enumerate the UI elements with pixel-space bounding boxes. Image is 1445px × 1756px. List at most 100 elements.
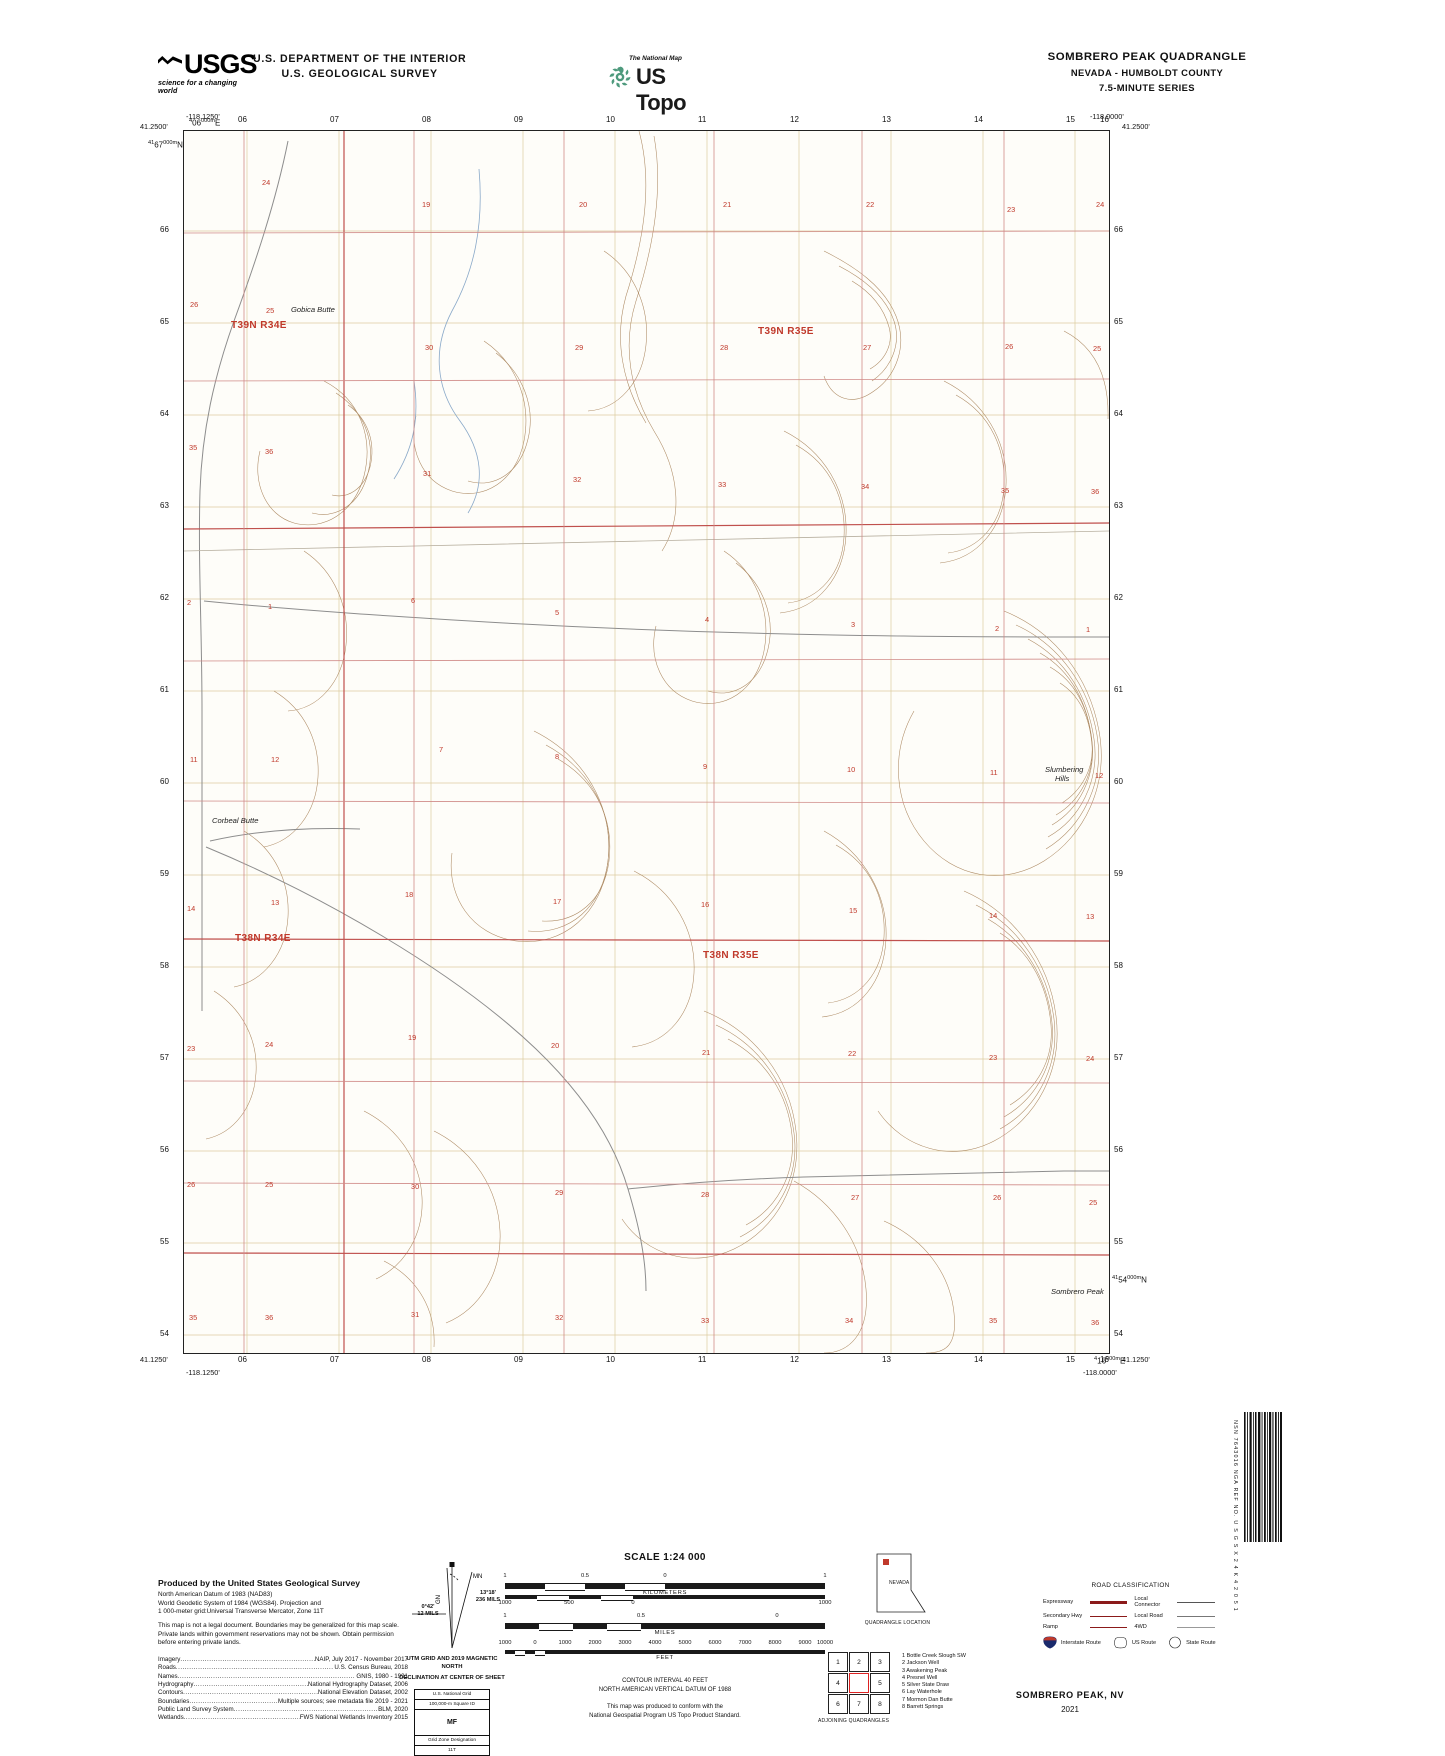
km-bar [505,1583,825,1591]
source-name: Wetlands [158,1714,184,1722]
declination-caption-2: DECLINATION AT CENTER OF SHEET [399,1675,505,1682]
miles-scalebar: 1 0.5 0 MILES [503,1613,825,1636]
adjoining-cell[interactable]: 5 [870,1673,890,1693]
source-dots: ........................................… [193,1681,307,1689]
barcode-text: NSN 7643016 NGA REF NO. U S G S X 2 4 K … [1232,1420,1238,1612]
usng-title: U.S. National Grid [415,1690,489,1700]
source-name: Roads [158,1664,176,1672]
national-map-label: The National Map [629,55,682,62]
road-class-sample-left [1089,1626,1128,1628]
adjoining-cell[interactable]: 7 [849,1694,869,1714]
credit-line-2: 1 000-meter grid:Universal Transverse Me… [158,1608,324,1616]
grid-label-left: 59 [160,869,169,878]
agency-title: U.S. DEPARTMENT OF THE INTERIOR U.S. GEO… [253,53,466,80]
adjoining-cell[interactable]: 3 [870,1652,890,1672]
source-name: Hydrography [158,1681,194,1689]
road-class-label-right: 4WD [1134,1624,1147,1630]
scale-tick-label: 0 [631,1600,635,1606]
grid-label-right: 63 [1114,501,1123,510]
road-class-sample-left [1089,1615,1128,1617]
credit-heading: Produced by the United States Geological… [158,1578,361,1588]
grid-label-top: 14 [974,115,983,124]
scale-tick-label: 9000 [798,1640,812,1646]
grid-label-left: 58 [160,961,169,970]
grid-label-bottom: 09 [514,1355,523,1364]
source-row: Wetlands................................… [158,1714,408,1722]
adjoining-name: 2 Jackson Well [902,1660,939,1667]
source-value: National Hydrography Dataset, 2006 [307,1681,408,1689]
mag-angle-degrees: 13°18' [479,1590,496,1596]
ft-bar [505,1650,825,1656]
nevada-state-outline: NEVADA [867,1550,929,1618]
road-class-row: Ramp 4WD [1043,1624,1218,1630]
corner-label-sw-lon: -118.1250' [186,1368,220,1377]
source-name: Names [158,1672,178,1680]
topographic-map-body[interactable] [183,130,1110,1354]
scale-tick-label: 10000 [816,1640,834,1646]
adjoining-cell[interactable]: 8 [870,1694,890,1714]
interstate-route-label: Interstate Route [1061,1639,1101,1646]
mi-bar [505,1623,825,1631]
adjoining-cell[interactable]: 1 [828,1652,848,1672]
grid-label-bottom: 13 [882,1355,891,1364]
grid-label-right: 59 [1114,869,1123,878]
grid-label-top: 15 [1066,115,1075,124]
source-value: Multiple sources; see metadata file 2019… [277,1697,408,1705]
grid-label-left: 54 [160,1329,169,1338]
quadrangle-name: SOMBRERO PEAK QUADRANGLE [1047,51,1247,63]
map-header: USGS science for a changing world U.S. D… [0,0,1445,115]
corner-label-nw-lat: 41.2500' [140,122,168,131]
source-name: Contours [158,1689,184,1697]
road-class-label-right: Local Road [1134,1613,1163,1619]
adjoining-name: 6 Lay Waterhole [902,1689,942,1696]
series-label: 7.5-MINUTE SERIES [1099,82,1195,93]
road-class-row: Secondary Hwy Local Road [1043,1613,1218,1619]
grid-label-left: 62 [160,593,169,602]
usng-subtitle: 100,000-m Square ID [415,1700,489,1710]
source-row: Contours................................… [158,1689,408,1697]
us-route-label: US Route [1131,1639,1157,1646]
scale-tick-label: 1000 [558,1640,572,1646]
declination-block: GN MN 0°42' 12 MILS 13°18' 236 MILS UTM … [398,1552,506,1756]
adjoining-name: 3 Awakening Peak [902,1667,948,1674]
grid-label-right: 55 [1114,1237,1123,1246]
scale-tick-label: 5000 [678,1640,692,1646]
adjoining-cell[interactable]: 6 [828,1694,848,1714]
true-north-star-icon [449,1562,455,1567]
declination-diagram: GN MN 0°42' 12 MILS 13°18' 236 MILS [398,1552,506,1652]
adjoining-cell[interactable]: 4 [828,1673,848,1693]
grid-label-top: 06 [238,115,247,124]
source-value: BLM, 2020 [378,1705,408,1713]
scale-title: SCALE 1:24 000 [624,1552,706,1563]
grid-label-left: 65 [160,317,169,326]
scale-tick-label: 8000 [768,1640,782,1646]
road-class-rows: Expressway Local Connector Secondary Hwy Lo… [1043,1596,1218,1630]
grid-angle-degrees: 0°42' [421,1604,435,1610]
footer-quad-block: SOMBRERO PEAK, NV 2021 [960,1690,1180,1714]
source-row: Imagery.................................… [158,1656,408,1664]
adjoining-name: 5 Silver State Draw [902,1682,950,1689]
scale-tick-label: 0 [533,1640,537,1646]
adjoining-cell-current[interactable] [849,1673,869,1693]
usng-square-id: MF [415,1710,489,1736]
quad-location-caption: QUADRANGLE LOCATION [864,1620,931,1626]
scale-tick-label: 4000 [648,1640,662,1646]
footer-quad-name: SOMBRERO PEAK, NV [1015,1690,1125,1700]
svg-text:GN: GN [436,1595,442,1604]
grid-label-left: 66 [160,225,169,234]
adjoining-cell[interactable]: 2 [849,1652,869,1672]
source-dots: ........................................… [183,1714,300,1722]
scale-tick-label: 3000 [618,1640,632,1646]
road-class-row: Expressway Local Connector [1043,1596,1218,1608]
grid-label-bottom: 10 [606,1355,615,1364]
route-shields: Interstate Route US Route State Route [1043,1636,1218,1649]
contour-interval-note: CONTOUR INTERVAL 40 FEET [622,1678,708,1684]
state-route-label: State Route [1186,1639,1216,1646]
source-dots: ........................................… [180,1656,315,1664]
corner-label-se-lon: -118.0000' [1083,1368,1117,1377]
us-topo-logo: The National Map US Topo [605,55,715,115]
source-row: Public Land Survey System...............… [158,1706,408,1714]
us-route-shield-icon [1114,1636,1127,1648]
scale-tick-label: 1 [823,1573,827,1579]
road-class-label-left: Ramp [1043,1624,1058,1630]
